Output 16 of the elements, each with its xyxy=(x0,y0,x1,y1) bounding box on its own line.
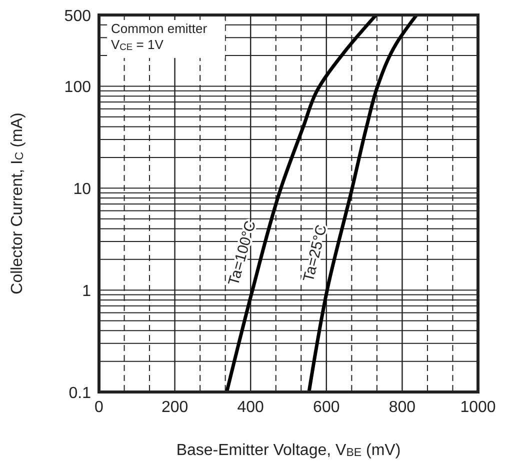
x-tick-label: 400 xyxy=(237,399,264,416)
y-tick-label: 1 xyxy=(82,283,92,300)
x-tick-label: 200 xyxy=(161,399,188,416)
x-tick-label: 0 xyxy=(94,399,104,416)
x-tick-label: 800 xyxy=(388,399,416,416)
y-axis-title: Collector Current, IC (mA) xyxy=(9,112,26,294)
y-tick-label: 0.1 xyxy=(68,385,92,402)
x-axis-title: Base-Emitter Voltage, VBE (mV) xyxy=(176,442,401,459)
y-tick-label: 500 xyxy=(64,8,92,25)
x-tick-label: 1000 xyxy=(460,399,496,416)
y-tick-label: 10 xyxy=(73,181,92,198)
x-tick-label: 600 xyxy=(313,399,340,416)
text: Ta=25°C xyxy=(300,222,331,284)
annotation: VCE = 1V xyxy=(111,37,164,52)
y-tick-label: 100 xyxy=(64,79,92,96)
annotation: Common emitter xyxy=(111,21,208,36)
